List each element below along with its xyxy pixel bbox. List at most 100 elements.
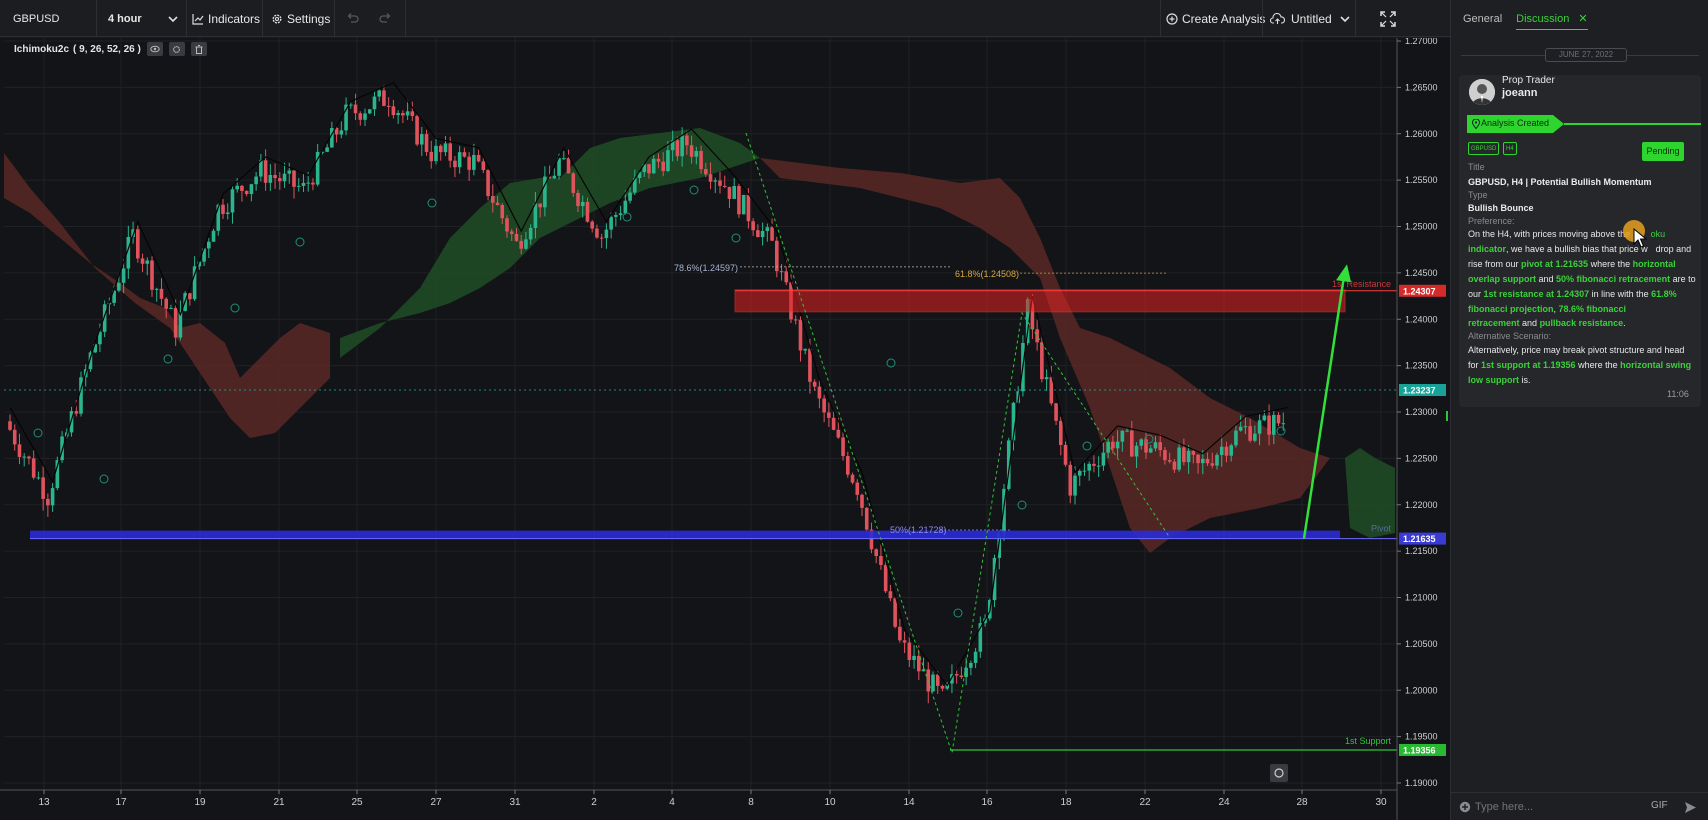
candle-body — [666, 150, 670, 172]
bullish-candle — [524, 231, 528, 250]
redo-button[interactable] — [379, 0, 393, 37]
bullish-candle — [377, 89, 381, 102]
toolbar-divider — [96, 0, 97, 37]
ichimoku-marker — [886, 358, 896, 368]
plus-circle-icon[interactable] — [1459, 801, 1471, 813]
bull-cloud-region — [1345, 448, 1395, 538]
bearish-candle — [566, 149, 571, 174]
bullish-candle — [969, 660, 973, 676]
candle-body — [221, 204, 225, 214]
bearish-candle — [27, 455, 31, 465]
bearish-candle — [879, 544, 883, 570]
bullish-candle — [363, 108, 367, 126]
candle-body — [401, 113, 405, 116]
bullish-candle — [732, 178, 736, 200]
bearish-candle — [401, 110, 405, 123]
price-tick-label: 1.20000 — [1405, 685, 1438, 695]
symbol-selector[interactable]: GBPUSD — [13, 0, 59, 37]
tag-symbol: GBPUSD — [1471, 146, 1497, 152]
message-input[interactable] — [1475, 799, 1645, 815]
send-icon[interactable] — [1684, 801, 1697, 814]
candle-body — [1281, 423, 1286, 425]
indicator-params: ( 9, 26, 52, 26 ) — [73, 43, 141, 55]
candle-body — [756, 230, 760, 238]
bullish-candle — [1234, 424, 1238, 448]
bearish-candle — [188, 292, 192, 306]
bullish-candle — [628, 187, 632, 204]
candle-body — [604, 229, 609, 239]
bullish-candle — [249, 183, 254, 202]
candle-body — [8, 421, 12, 430]
bearish-candle — [240, 184, 244, 202]
candle-body — [633, 178, 637, 193]
tab-general[interactable]: General — [1463, 12, 1503, 25]
bearish-candle — [358, 111, 363, 126]
author-name[interactable]: joeann — [1502, 87, 1538, 99]
pref-highlight: indicator — [1468, 243, 1507, 254]
remove-indicator-button[interactable] — [190, 42, 207, 56]
bullish-candle — [741, 194, 746, 215]
toolbar-divider — [405, 0, 406, 37]
bearish-candle — [505, 215, 509, 238]
tag-badge: H4 — [1503, 142, 1517, 155]
bearish-candle — [1158, 434, 1162, 457]
save-name-label: Untitled — [1291, 11, 1332, 26]
bearish-candle — [595, 224, 599, 239]
candle-body — [879, 556, 883, 565]
candle-body — [405, 111, 410, 116]
candle-body — [902, 640, 907, 643]
candle-body — [481, 161, 486, 171]
candle-body — [1272, 414, 1276, 435]
close-icon[interactable]: ✕ — [1578, 12, 1588, 25]
candle-body — [822, 398, 826, 413]
price-chart[interactable]: 1st Resistance Pivot 1st Support 78.6%(1.24… — [0, 38, 1450, 820]
fullscreen-button[interactable] — [1380, 0, 1396, 37]
bullish-candle — [1253, 425, 1257, 443]
gif-button[interactable]: GIF — [1651, 800, 1668, 811]
price-tick-label: 1.21500 — [1405, 546, 1438, 556]
candle-body — [898, 626, 902, 641]
candle-body — [301, 182, 306, 186]
bearish-candle — [822, 394, 826, 423]
scale-lock-button[interactable] — [1270, 764, 1288, 782]
candle-body — [98, 331, 102, 345]
toolbar-divider — [1355, 0, 1356, 37]
chart-canvas[interactable]: 1st Resistance Pivot 1st Support 78.6%(1.24… — [0, 38, 1450, 820]
settings-button[interactable]: Settings — [271, 0, 330, 37]
toolbar-divider — [262, 0, 263, 37]
candle-body — [330, 128, 334, 148]
candle-body — [1120, 430, 1125, 442]
bearish-candle — [770, 218, 774, 241]
candle-body — [1044, 377, 1049, 380]
bullish-candle — [296, 178, 301, 192]
timeframe-dropdown[interactable]: 4 hour — [108, 0, 178, 37]
candle-body — [907, 642, 912, 661]
candle-body — [178, 310, 183, 338]
visibility-toggle-button[interactable] — [146, 42, 163, 56]
candle-body — [656, 158, 661, 162]
bearish-candle — [1191, 449, 1196, 464]
time-tick-label: 2 — [591, 797, 597, 808]
bearish-candle — [17, 433, 22, 465]
candle-body — [443, 143, 448, 153]
bearish-candle — [382, 85, 386, 107]
candle-body — [315, 151, 320, 185]
candle-body — [372, 96, 377, 110]
pref-highlight: pullback resistance — [1539, 318, 1624, 329]
save-layout-dropdown[interactable]: Untitled — [1270, 0, 1350, 37]
price-tick-label: 1.22500 — [1405, 453, 1438, 463]
indicator-settings-button[interactable] — [168, 42, 185, 56]
pref-line: drop and — [1655, 243, 1692, 254]
undo-button[interactable] — [345, 0, 359, 37]
alt-line: where the — [1575, 359, 1621, 370]
bearish-candle — [514, 228, 519, 242]
candle-body — [1276, 414, 1281, 424]
create-analysis-button[interactable]: Create Analysis — [1166, 0, 1265, 37]
candle-body — [793, 319, 798, 321]
tab-discussion[interactable]: Discussion ✕ — [1516, 8, 1588, 30]
user-photo-icon — [1469, 79, 1495, 105]
panel-resize-handle[interactable] — [1446, 411, 1448, 421]
indicators-button[interactable]: Indicators — [192, 0, 260, 37]
candle-body — [1130, 430, 1134, 457]
bullish-candle — [1139, 438, 1144, 450]
